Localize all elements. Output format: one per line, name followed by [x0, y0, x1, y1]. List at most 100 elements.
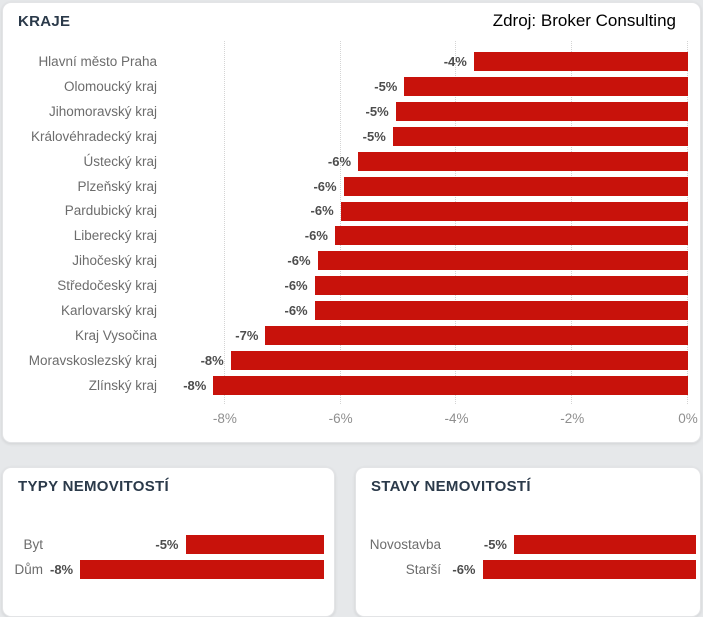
bar[interactable]	[343, 176, 688, 196]
bar[interactable]	[334, 226, 688, 246]
value-label: -6%	[310, 203, 334, 219]
plot-area: -6%	[451, 557, 696, 582]
value-label: -8%	[49, 562, 74, 577]
typy-chart: Byt -5% Dům -8%	[3, 532, 324, 582]
typy-nemovitosti-card: TYPY NEMOVITOSTÍ Byt -5% Dům -8%	[2, 467, 335, 617]
chart-row: Jihočeský kraj -6%	[3, 248, 688, 273]
bar[interactable]	[473, 52, 688, 71]
axis-tick-label: -6%	[328, 410, 353, 426]
bar[interactable]	[314, 276, 688, 296]
category-label: Středočeský kraj	[57, 278, 157, 294]
value-label: -6%	[313, 178, 337, 194]
chart-row: Karlovarský kraj -6%	[3, 298, 688, 323]
category-label: Jihomoravský kraj	[48, 103, 157, 119]
chart-row: Liberecký kraj -6%	[3, 223, 688, 248]
axis-tick-label: -8%	[212, 410, 237, 426]
bar[interactable]	[404, 76, 688, 96]
chart-row: Zlínský kraj -8%	[3, 373, 688, 398]
value-label: -8%	[200, 353, 224, 369]
plot-area: -4%	[167, 49, 688, 74]
value-label: -5%	[365, 103, 389, 119]
x-axis: -8% -6% -4% -2% 0%	[167, 404, 698, 430]
stavy-chart-rows: Novostavba -5% Starší -6%	[356, 532, 696, 582]
chart-row: Středočeský kraj -6%	[3, 273, 688, 298]
stavy-nemovitosti-card: STAVY NEMOVITOSTÍ Novostavba -5% Starší -6%	[355, 467, 701, 617]
kraje-chart: Hlavní město Praha -4% Olomoucký kraj -5% Ji…	[3, 41, 698, 430]
value-label: -6%	[452, 562, 476, 577]
kraje-card: KRAJE Zdroj: Broker Consulting Hlavní mě…	[2, 2, 701, 443]
bar[interactable]	[213, 375, 688, 395]
plot-area: -6%	[167, 223, 688, 248]
category-label: Dům	[14, 562, 43, 577]
value-label: -6%	[284, 303, 308, 319]
chart-row: Jihomoravský kraj -5%	[3, 99, 688, 124]
gridline	[571, 41, 573, 404]
category-label: Novostavba	[369, 537, 441, 552]
bar[interactable]	[358, 151, 688, 171]
chart-row: Hlavní město Praha -4%	[3, 49, 688, 74]
axis-tick-label: -4%	[444, 410, 469, 426]
value-label: -6%	[327, 153, 352, 169]
chart-row: Novostavba -5%	[356, 532, 696, 557]
plot-area: -8%	[167, 373, 688, 398]
plot-area: -8%	[49, 557, 324, 582]
plot-area: -6%	[167, 174, 688, 199]
chart-row: Ústecký kraj -6%	[3, 149, 688, 174]
category-label: Karlovarský kraj	[60, 303, 157, 319]
gridline-group	[167, 41, 688, 404]
plot-area: -6%	[167, 273, 688, 298]
value-label: -6%	[287, 253, 311, 269]
plot-area: -6%	[167, 298, 688, 323]
value-label: -4%	[443, 53, 467, 69]
chart-row: Dům -8%	[3, 557, 324, 582]
chart-row: Královéhradecký kraj -5%	[3, 124, 688, 149]
source-label: Zdroj: Broker Consulting	[492, 11, 676, 30]
chart-row: Olomoucký kraj -5%	[3, 74, 688, 99]
category-label: Moravskoslezský kraj	[28, 353, 157, 369]
chart-row: Starší -6%	[356, 557, 696, 582]
stavy-chart: Novostavba -5% Starší -6%	[356, 532, 696, 582]
axis-tick-label: -2%	[560, 410, 585, 426]
plot-area: -5%	[451, 532, 696, 557]
category-label: Kraj Vysočina	[74, 328, 157, 344]
gridline	[223, 41, 225, 404]
bar[interactable]	[317, 251, 688, 271]
value-label: -7%	[235, 328, 259, 344]
plot-area: -7%	[167, 323, 688, 348]
gridline	[687, 41, 688, 404]
bar[interactable]	[314, 301, 688, 321]
gridline	[339, 41, 341, 404]
value-label: -6%	[304, 228, 328, 244]
plot-area: -5%	[167, 124, 688, 149]
bar[interactable]	[185, 535, 324, 554]
plot-area: -5%	[167, 99, 688, 124]
category-label: Zlínský kraj	[88, 377, 157, 393]
category-label: Olomoucký kraj	[63, 78, 157, 94]
plot-area: -5%	[53, 532, 324, 557]
category-label: Pardubický kraj	[64, 203, 157, 219]
gridline	[455, 41, 457, 404]
category-label: Liberecký kraj	[73, 228, 157, 244]
bar[interactable]	[392, 126, 688, 146]
value-label: -5%	[155, 537, 179, 552]
bar[interactable]	[514, 535, 696, 554]
chart-row: Pardubický kraj -6%	[3, 199, 688, 224]
plot-area: -8%	[167, 348, 688, 373]
typy-chart-rows: Byt -5% Dům -8%	[3, 532, 324, 582]
category-label: Byt	[23, 537, 43, 552]
bar[interactable]	[395, 101, 688, 121]
bar[interactable]	[482, 560, 696, 579]
bar[interactable]	[265, 326, 688, 346]
bar[interactable]	[80, 560, 324, 579]
value-label: -5%	[483, 537, 507, 552]
value-label: -5%	[362, 128, 386, 144]
bar[interactable]	[340, 201, 688, 221]
chart-row: Kraj Vysočina -7%	[3, 323, 688, 348]
category-label: Starší	[405, 562, 441, 577]
plot-area: -5%	[167, 74, 688, 99]
category-label: Královéhradecký kraj	[30, 128, 157, 144]
bar[interactable]	[230, 351, 688, 371]
axis-tick-label: 0%	[678, 410, 698, 426]
chart-row: Plzeňský kraj -6%	[3, 174, 688, 199]
chart-row: Moravskoslezský kraj -8%	[3, 348, 688, 373]
